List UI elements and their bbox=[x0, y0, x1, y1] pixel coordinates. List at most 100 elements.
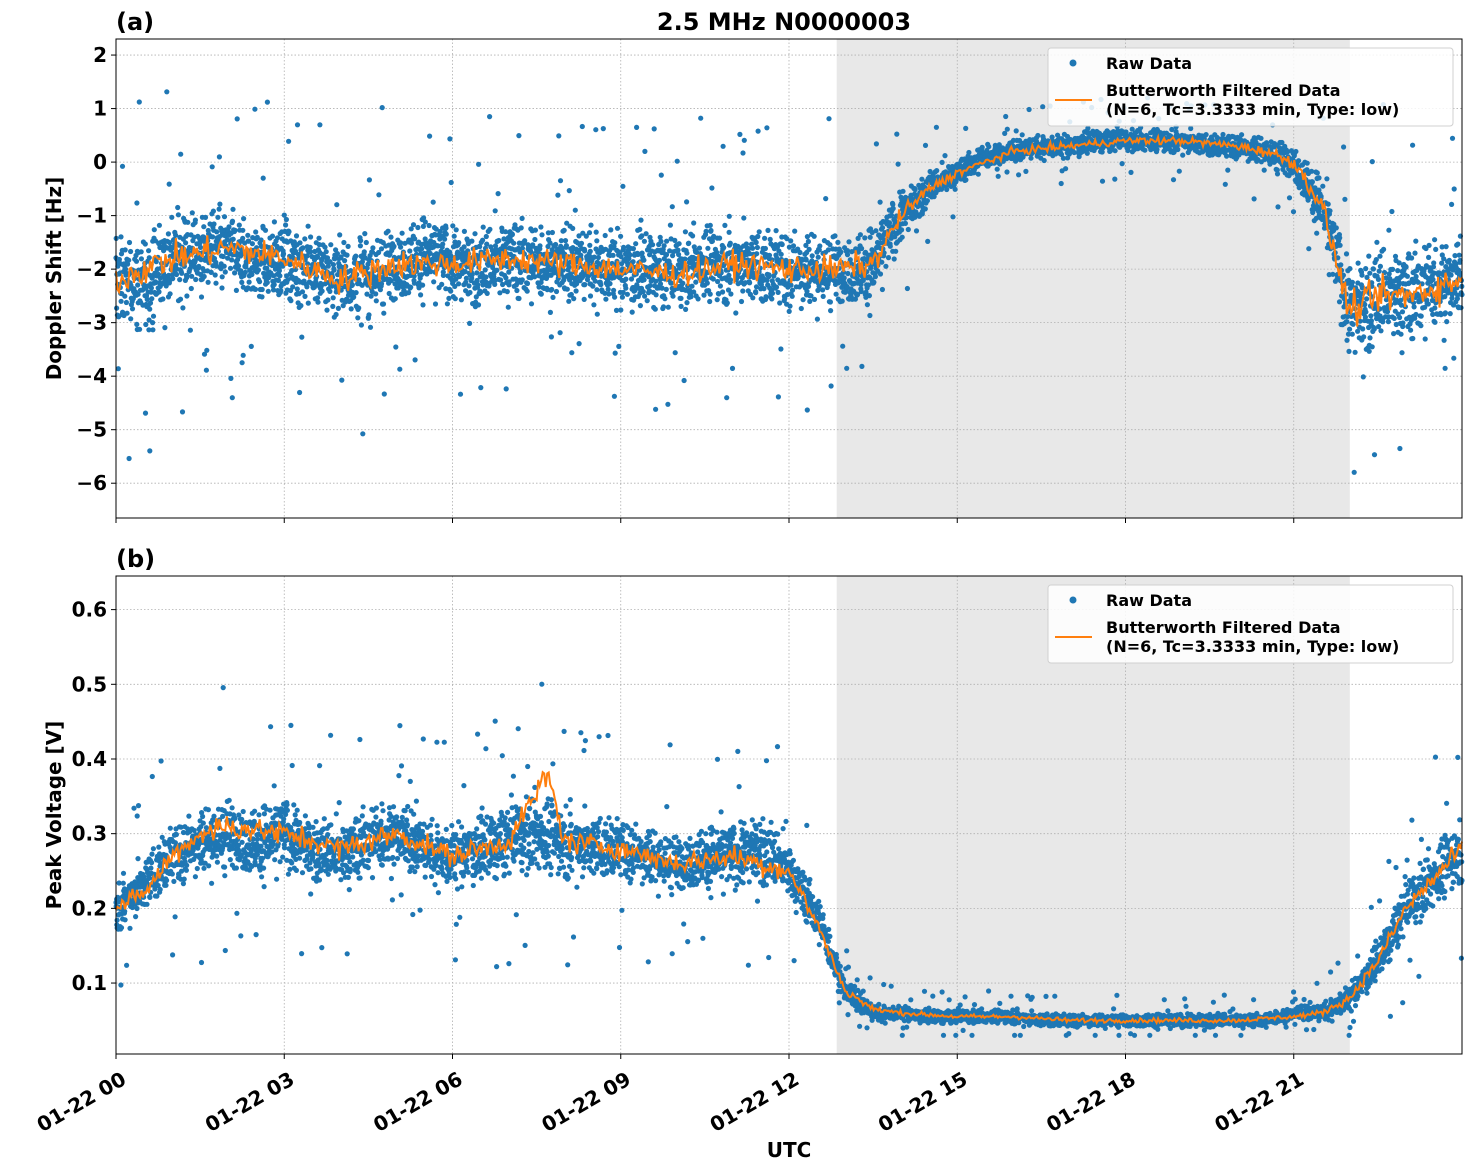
raw-data-point bbox=[240, 352, 246, 358]
raw-data-point bbox=[353, 290, 359, 296]
raw-data-point bbox=[1119, 161, 1125, 167]
raw-data-point bbox=[259, 286, 265, 293]
raw-data-point bbox=[472, 231, 478, 237]
raw-data-point bbox=[1336, 299, 1343, 305]
raw-data-point bbox=[229, 257, 235, 263]
raw-data-point bbox=[239, 279, 245, 285]
raw-data-point bbox=[345, 243, 351, 249]
raw-data-point bbox=[122, 293, 128, 299]
raw-data-point bbox=[670, 293, 676, 299]
raw-data-point bbox=[315, 295, 321, 301]
raw-data-point bbox=[1360, 326, 1366, 332]
raw-data-point bbox=[611, 393, 618, 399]
raw-data-point bbox=[598, 282, 604, 288]
raw-data-point bbox=[895, 161, 901, 167]
raw-data-point bbox=[1366, 253, 1372, 259]
raw-data-point bbox=[505, 304, 511, 310]
raw-data-point bbox=[1342, 196, 1348, 202]
raw-data-point bbox=[683, 306, 689, 312]
raw-data-point bbox=[227, 265, 234, 271]
raw-data-point bbox=[1400, 320, 1406, 326]
raw-data-point bbox=[143, 321, 149, 328]
raw-data-point bbox=[147, 306, 153, 312]
raw-data-point bbox=[612, 350, 618, 356]
raw-data-point bbox=[1306, 246, 1312, 252]
raw-data-point bbox=[707, 291, 713, 297]
raw-data-point bbox=[364, 291, 370, 297]
raw-data-point bbox=[456, 281, 462, 287]
raw-data-point bbox=[230, 236, 236, 242]
raw-data-point bbox=[442, 236, 448, 242]
raw-data-point bbox=[549, 286, 555, 293]
raw-data-point bbox=[126, 239, 133, 246]
raw-data-point bbox=[788, 282, 794, 288]
raw-data-point bbox=[242, 269, 248, 275]
raw-data-point bbox=[684, 199, 690, 205]
raw-data-point bbox=[376, 192, 382, 198]
raw-data-point bbox=[942, 153, 948, 159]
raw-data-point bbox=[518, 225, 524, 231]
raw-data-point bbox=[894, 131, 900, 137]
raw-data-point bbox=[1391, 315, 1397, 321]
raw-data-point bbox=[286, 138, 292, 144]
raw-data-point bbox=[355, 315, 361, 321]
raw-data-point bbox=[150, 313, 157, 319]
raw-data-point bbox=[1261, 167, 1267, 173]
raw-data-point bbox=[338, 254, 344, 260]
raw-data-point bbox=[330, 295, 336, 301]
raw-data-point bbox=[550, 294, 556, 300]
raw-data-point bbox=[480, 224, 486, 230]
raw-data-point bbox=[762, 245, 769, 252]
raw-data-point bbox=[913, 228, 920, 234]
raw-data-point bbox=[1338, 262, 1344, 268]
raw-data-point bbox=[1347, 326, 1353, 332]
raw-data-point bbox=[146, 255, 152, 261]
raw-data-point bbox=[265, 288, 271, 294]
raw-data-point bbox=[832, 233, 838, 239]
raw-data-point bbox=[327, 288, 333, 294]
raw-data-point bbox=[633, 241, 639, 247]
raw-data-point bbox=[788, 238, 794, 244]
raw-data-point bbox=[532, 236, 538, 243]
raw-data-point bbox=[790, 243, 797, 249]
raw-data-point bbox=[877, 199, 883, 205]
raw-data-point bbox=[492, 208, 498, 214]
raw-data-point bbox=[331, 267, 337, 273]
raw-data-point bbox=[483, 274, 489, 280]
raw-data-point bbox=[643, 231, 649, 237]
raw-data-point bbox=[519, 277, 525, 283]
raw-data-point bbox=[1395, 268, 1401, 274]
raw-data-point bbox=[482, 267, 488, 273]
raw-data-point bbox=[841, 275, 847, 281]
raw-data-point bbox=[1170, 177, 1177, 183]
raw-data-point bbox=[769, 290, 776, 296]
raw-data-point bbox=[934, 168, 940, 174]
raw-data-point bbox=[815, 254, 821, 260]
raw-data-point bbox=[1363, 309, 1369, 315]
raw-data-point bbox=[219, 285, 225, 291]
raw-data-point bbox=[902, 220, 909, 226]
raw-data-point bbox=[517, 269, 524, 276]
raw-data-point bbox=[122, 247, 128, 253]
raw-data-point bbox=[572, 207, 578, 213]
raw-data-point bbox=[767, 236, 773, 242]
raw-data-point bbox=[398, 240, 404, 246]
raw-data-point bbox=[800, 297, 806, 303]
raw-data-point bbox=[665, 304, 671, 310]
raw-data-point bbox=[1377, 253, 1383, 259]
raw-data-point bbox=[305, 223, 311, 229]
raw-data-point bbox=[393, 344, 399, 350]
raw-data-point bbox=[642, 293, 648, 299]
raw-data-point bbox=[330, 303, 336, 309]
raw-data-point bbox=[1398, 331, 1404, 337]
raw-data-point bbox=[240, 235, 246, 241]
raw-data-point bbox=[264, 279, 270, 286]
raw-data-point bbox=[698, 115, 704, 121]
raw-data-point bbox=[621, 244, 627, 250]
raw-data-point bbox=[1381, 246, 1387, 252]
raw-data-point bbox=[278, 287, 284, 294]
raw-data-point bbox=[1359, 272, 1365, 278]
raw-data-point bbox=[137, 326, 143, 332]
raw-data-point bbox=[674, 158, 680, 164]
raw-data-point bbox=[487, 114, 493, 120]
